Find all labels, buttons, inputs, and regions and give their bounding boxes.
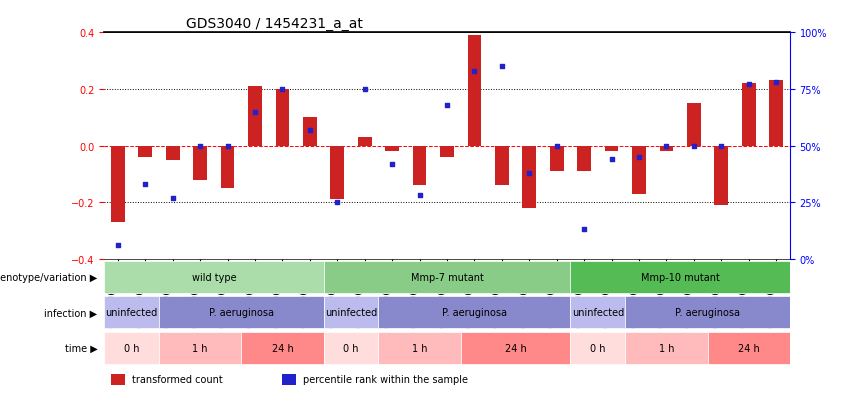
FancyBboxPatch shape [104, 297, 159, 329]
FancyBboxPatch shape [378, 297, 570, 329]
Point [632, 154, 646, 161]
Point [248, 109, 262, 116]
Text: 24 h: 24 h [738, 343, 760, 353]
FancyBboxPatch shape [241, 332, 324, 364]
FancyBboxPatch shape [570, 261, 790, 293]
Point [138, 181, 152, 188]
Point [523, 170, 536, 177]
FancyBboxPatch shape [324, 297, 378, 329]
Point [577, 227, 591, 233]
Text: 1 h: 1 h [659, 343, 674, 353]
Bar [577, 146, 591, 172]
Point [660, 143, 674, 150]
Bar [687, 104, 700, 146]
Bar [413, 146, 426, 186]
Point [440, 102, 454, 109]
FancyBboxPatch shape [707, 332, 790, 364]
Bar [660, 146, 674, 152]
Text: uninfected: uninfected [572, 308, 624, 318]
Point [166, 195, 180, 202]
Point [385, 161, 399, 168]
Text: wild type: wild type [192, 272, 236, 282]
Point [468, 68, 482, 75]
Point [412, 192, 426, 199]
FancyBboxPatch shape [159, 332, 241, 364]
Point [605, 157, 619, 163]
Text: infection ▶: infection ▶ [44, 308, 97, 318]
Text: Mmp-10 mutant: Mmp-10 mutant [641, 272, 720, 282]
Text: 1 h: 1 h [411, 343, 427, 353]
Point [275, 86, 289, 93]
Bar [385, 146, 399, 152]
Bar [714, 146, 728, 206]
Text: percentile rank within the sample: percentile rank within the sample [303, 375, 468, 385]
FancyBboxPatch shape [324, 332, 378, 364]
Bar [440, 146, 454, 157]
Bar [605, 146, 618, 152]
Point [714, 143, 728, 150]
Text: 0 h: 0 h [124, 343, 140, 353]
Text: GDS3040 / 1454231_a_at: GDS3040 / 1454231_a_at [187, 17, 364, 31]
Bar [276, 90, 289, 146]
Point [331, 199, 345, 206]
Point [303, 127, 317, 134]
Bar [632, 146, 646, 194]
FancyBboxPatch shape [324, 261, 570, 293]
FancyBboxPatch shape [461, 332, 570, 364]
Text: Mmp-7 mutant: Mmp-7 mutant [411, 272, 483, 282]
Bar [358, 138, 372, 146]
Bar [742, 84, 755, 146]
Text: uninfected: uninfected [325, 308, 377, 318]
FancyBboxPatch shape [625, 297, 790, 329]
Bar [220, 146, 234, 189]
Text: P. aeruginosa: P. aeruginosa [209, 308, 273, 318]
FancyBboxPatch shape [104, 332, 159, 364]
Bar [468, 36, 481, 146]
Bar [111, 374, 125, 385]
Bar [331, 146, 344, 200]
Bar [194, 146, 207, 180]
Text: 0 h: 0 h [590, 343, 606, 353]
Text: genotype/variation ▶: genotype/variation ▶ [0, 272, 97, 282]
Bar [303, 118, 317, 146]
Text: uninfected: uninfected [106, 308, 158, 318]
FancyBboxPatch shape [159, 297, 324, 329]
Bar [166, 146, 180, 160]
Text: 24 h: 24 h [272, 343, 293, 353]
FancyBboxPatch shape [570, 332, 625, 364]
Point [111, 242, 125, 249]
FancyBboxPatch shape [570, 297, 625, 329]
Bar [769, 81, 783, 146]
Text: transformed count: transformed count [132, 375, 222, 385]
Bar [523, 146, 536, 209]
FancyBboxPatch shape [104, 261, 324, 293]
FancyBboxPatch shape [625, 332, 707, 364]
Point [549, 143, 563, 150]
Text: 1 h: 1 h [193, 343, 208, 353]
Bar [111, 146, 125, 223]
Bar [248, 87, 262, 146]
Text: 0 h: 0 h [343, 343, 358, 353]
Point [495, 64, 509, 70]
Point [358, 86, 372, 93]
Bar [282, 374, 296, 385]
Bar [139, 146, 152, 157]
Point [194, 143, 207, 150]
Text: 24 h: 24 h [504, 343, 527, 353]
Bar [495, 146, 509, 186]
FancyBboxPatch shape [378, 332, 461, 364]
Point [769, 80, 783, 86]
Point [687, 143, 700, 150]
Point [220, 143, 234, 150]
Bar [550, 146, 563, 172]
Point [742, 82, 756, 88]
Text: time ▶: time ▶ [64, 343, 97, 353]
Text: P. aeruginosa: P. aeruginosa [442, 308, 507, 318]
Text: P. aeruginosa: P. aeruginosa [675, 308, 740, 318]
